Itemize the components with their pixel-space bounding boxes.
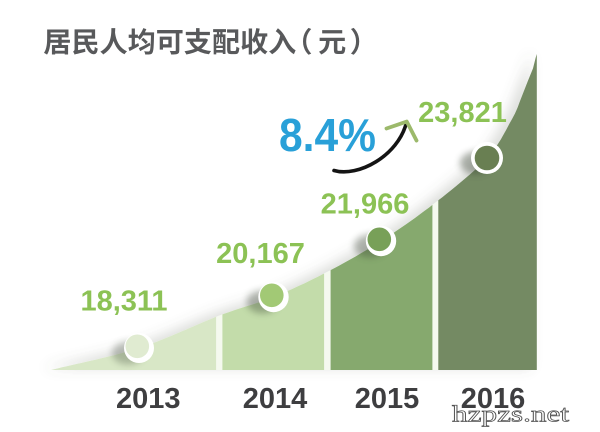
svg-text:8.4%: 8.4% (279, 109, 376, 161)
svg-text:2014: 2014 (243, 383, 308, 415)
svg-text:18,311: 18,311 (80, 286, 167, 318)
svg-text:2015: 2015 (355, 383, 420, 415)
svg-text:2016: 2016 (461, 383, 526, 415)
svg-text:20,167: 20,167 (216, 238, 305, 270)
svg-text:23,821: 23,821 (418, 97, 507, 129)
svg-text:21,966: 21,966 (321, 189, 410, 221)
svg-text:2013: 2013 (116, 383, 181, 415)
svg-text:hzpzs.net: hzpzs.net (452, 402, 570, 428)
